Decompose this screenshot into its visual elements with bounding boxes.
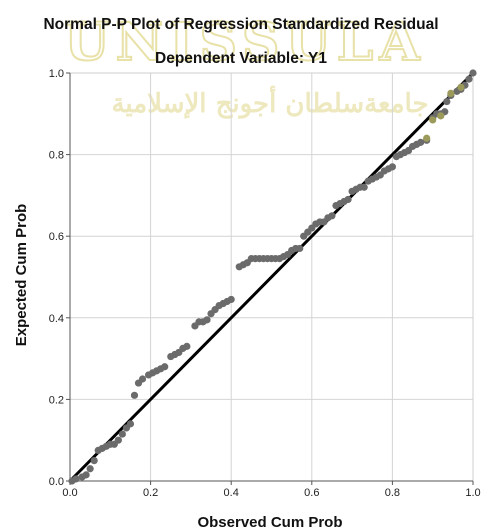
- y-tick-label: 0.4: [49, 313, 64, 325]
- x-tick-label: 0.2: [143, 487, 158, 499]
- data-point: [469, 69, 477, 77]
- data-point: [130, 391, 139, 399]
- data-point: [388, 163, 396, 171]
- data-point: [82, 471, 90, 479]
- data-point: [227, 295, 235, 304]
- data-point: [296, 244, 304, 253]
- data-point-highlighted: [447, 89, 455, 97]
- data-point-highlighted: [437, 112, 445, 120]
- data-point: [328, 212, 336, 220]
- data-point: [360, 183, 368, 191]
- axis-ticks: 0.0 0.2 0.4 0.6 0.8 1.0 0.0 0.2 0.4 0.6 0.8 1.0: [49, 68, 481, 499]
- y-tick-label: 0.6: [49, 231, 64, 243]
- y-tick-label: 0.8: [49, 150, 64, 162]
- x-axis-label: Observed Cum Prob: [197, 514, 342, 531]
- plot-area: [68, 71, 475, 483]
- data-point: [118, 430, 126, 438]
- data-point: [86, 465, 94, 473]
- y-tick-label: 1.0: [49, 68, 64, 80]
- x-tick-label: 0.4: [224, 487, 239, 499]
- data-point: [114, 436, 122, 444]
- watermark-text: UNISSULA: [64, 12, 425, 73]
- data-point: [417, 138, 425, 146]
- watermark-arabic-text: جامعةسلطان أجونج الإسلامية: [111, 85, 428, 119]
- data-point-highlighted: [457, 83, 465, 91]
- data-point-highlighted: [423, 134, 431, 142]
- data-point: [138, 375, 147, 383]
- reference-line: [68, 71, 475, 483]
- x-tick-label: 0.0: [62, 487, 77, 499]
- data-point: [90, 457, 98, 465]
- data-point: [126, 420, 135, 428]
- data-point: [465, 75, 473, 83]
- data-point: [344, 195, 352, 204]
- watermark: UNISSULA جامعةسلطان أجونج الإسلامية: [63, 11, 428, 119]
- data-points: [68, 69, 477, 485]
- x-tick-label: 0.8: [385, 487, 400, 499]
- data-point: [72, 475, 80, 483]
- x-tick-label: 0.6: [304, 487, 319, 499]
- data-point: [161, 363, 169, 371]
- chart-title: Normal P-P Plot of Regression Standardiz…: [43, 16, 438, 33]
- data-point-highlighted: [429, 116, 437, 124]
- y-tick-label: 0.0: [49, 476, 64, 488]
- data-point: [203, 316, 211, 324]
- data-point: [183, 342, 191, 350]
- y-tick-label: 0.2: [49, 394, 64, 406]
- chart-subtitle: Dependent Variable: Y1: [155, 50, 327, 67]
- y-axis-label: Expected Cum Prob: [13, 204, 30, 347]
- x-tick-label: 1.0: [465, 487, 480, 499]
- data-point: [443, 97, 451, 106]
